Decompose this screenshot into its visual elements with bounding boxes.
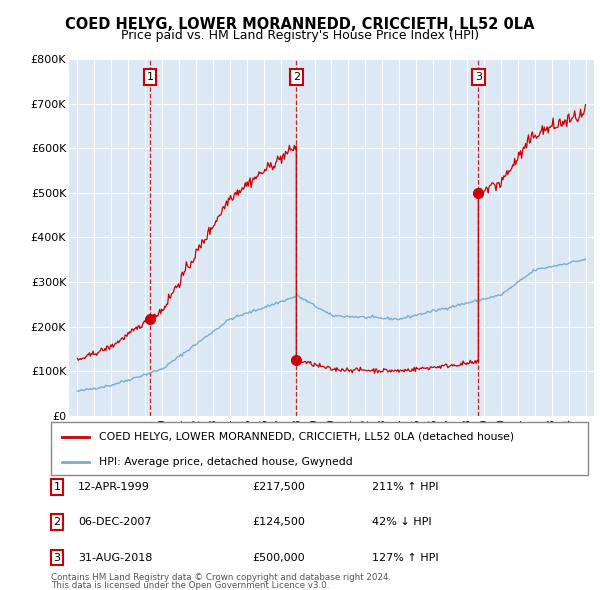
Text: 12-APR-1999: 12-APR-1999	[78, 482, 150, 491]
Text: 1: 1	[53, 482, 61, 491]
Text: 06-DEC-2007: 06-DEC-2007	[78, 517, 151, 527]
Text: 2: 2	[293, 72, 300, 82]
Text: 2: 2	[53, 517, 61, 527]
Text: £124,500: £124,500	[252, 517, 305, 527]
Text: 1: 1	[146, 72, 154, 82]
Text: 31-AUG-2018: 31-AUG-2018	[78, 553, 152, 562]
Text: 42% ↓ HPI: 42% ↓ HPI	[372, 517, 431, 527]
Text: 127% ↑ HPI: 127% ↑ HPI	[372, 553, 439, 562]
Text: HPI: Average price, detached house, Gwynedd: HPI: Average price, detached house, Gwyn…	[100, 457, 353, 467]
Text: 3: 3	[53, 553, 61, 562]
Text: This data is licensed under the Open Government Licence v3.0.: This data is licensed under the Open Gov…	[51, 581, 329, 590]
Text: COED HELYG, LOWER MORANNEDD, CRICCIETH, LL52 0LA: COED HELYG, LOWER MORANNEDD, CRICCIETH, …	[65, 17, 535, 31]
Text: Contains HM Land Registry data © Crown copyright and database right 2024.: Contains HM Land Registry data © Crown c…	[51, 573, 391, 582]
Text: £500,000: £500,000	[252, 553, 305, 562]
Text: £217,500: £217,500	[252, 482, 305, 491]
FancyBboxPatch shape	[51, 422, 588, 475]
Text: COED HELYG, LOWER MORANNEDD, CRICCIETH, LL52 0LA (detached house): COED HELYG, LOWER MORANNEDD, CRICCIETH, …	[100, 432, 514, 442]
Text: 3: 3	[475, 72, 482, 82]
Text: 211% ↑ HPI: 211% ↑ HPI	[372, 482, 439, 491]
Text: Price paid vs. HM Land Registry's House Price Index (HPI): Price paid vs. HM Land Registry's House …	[121, 30, 479, 42]
